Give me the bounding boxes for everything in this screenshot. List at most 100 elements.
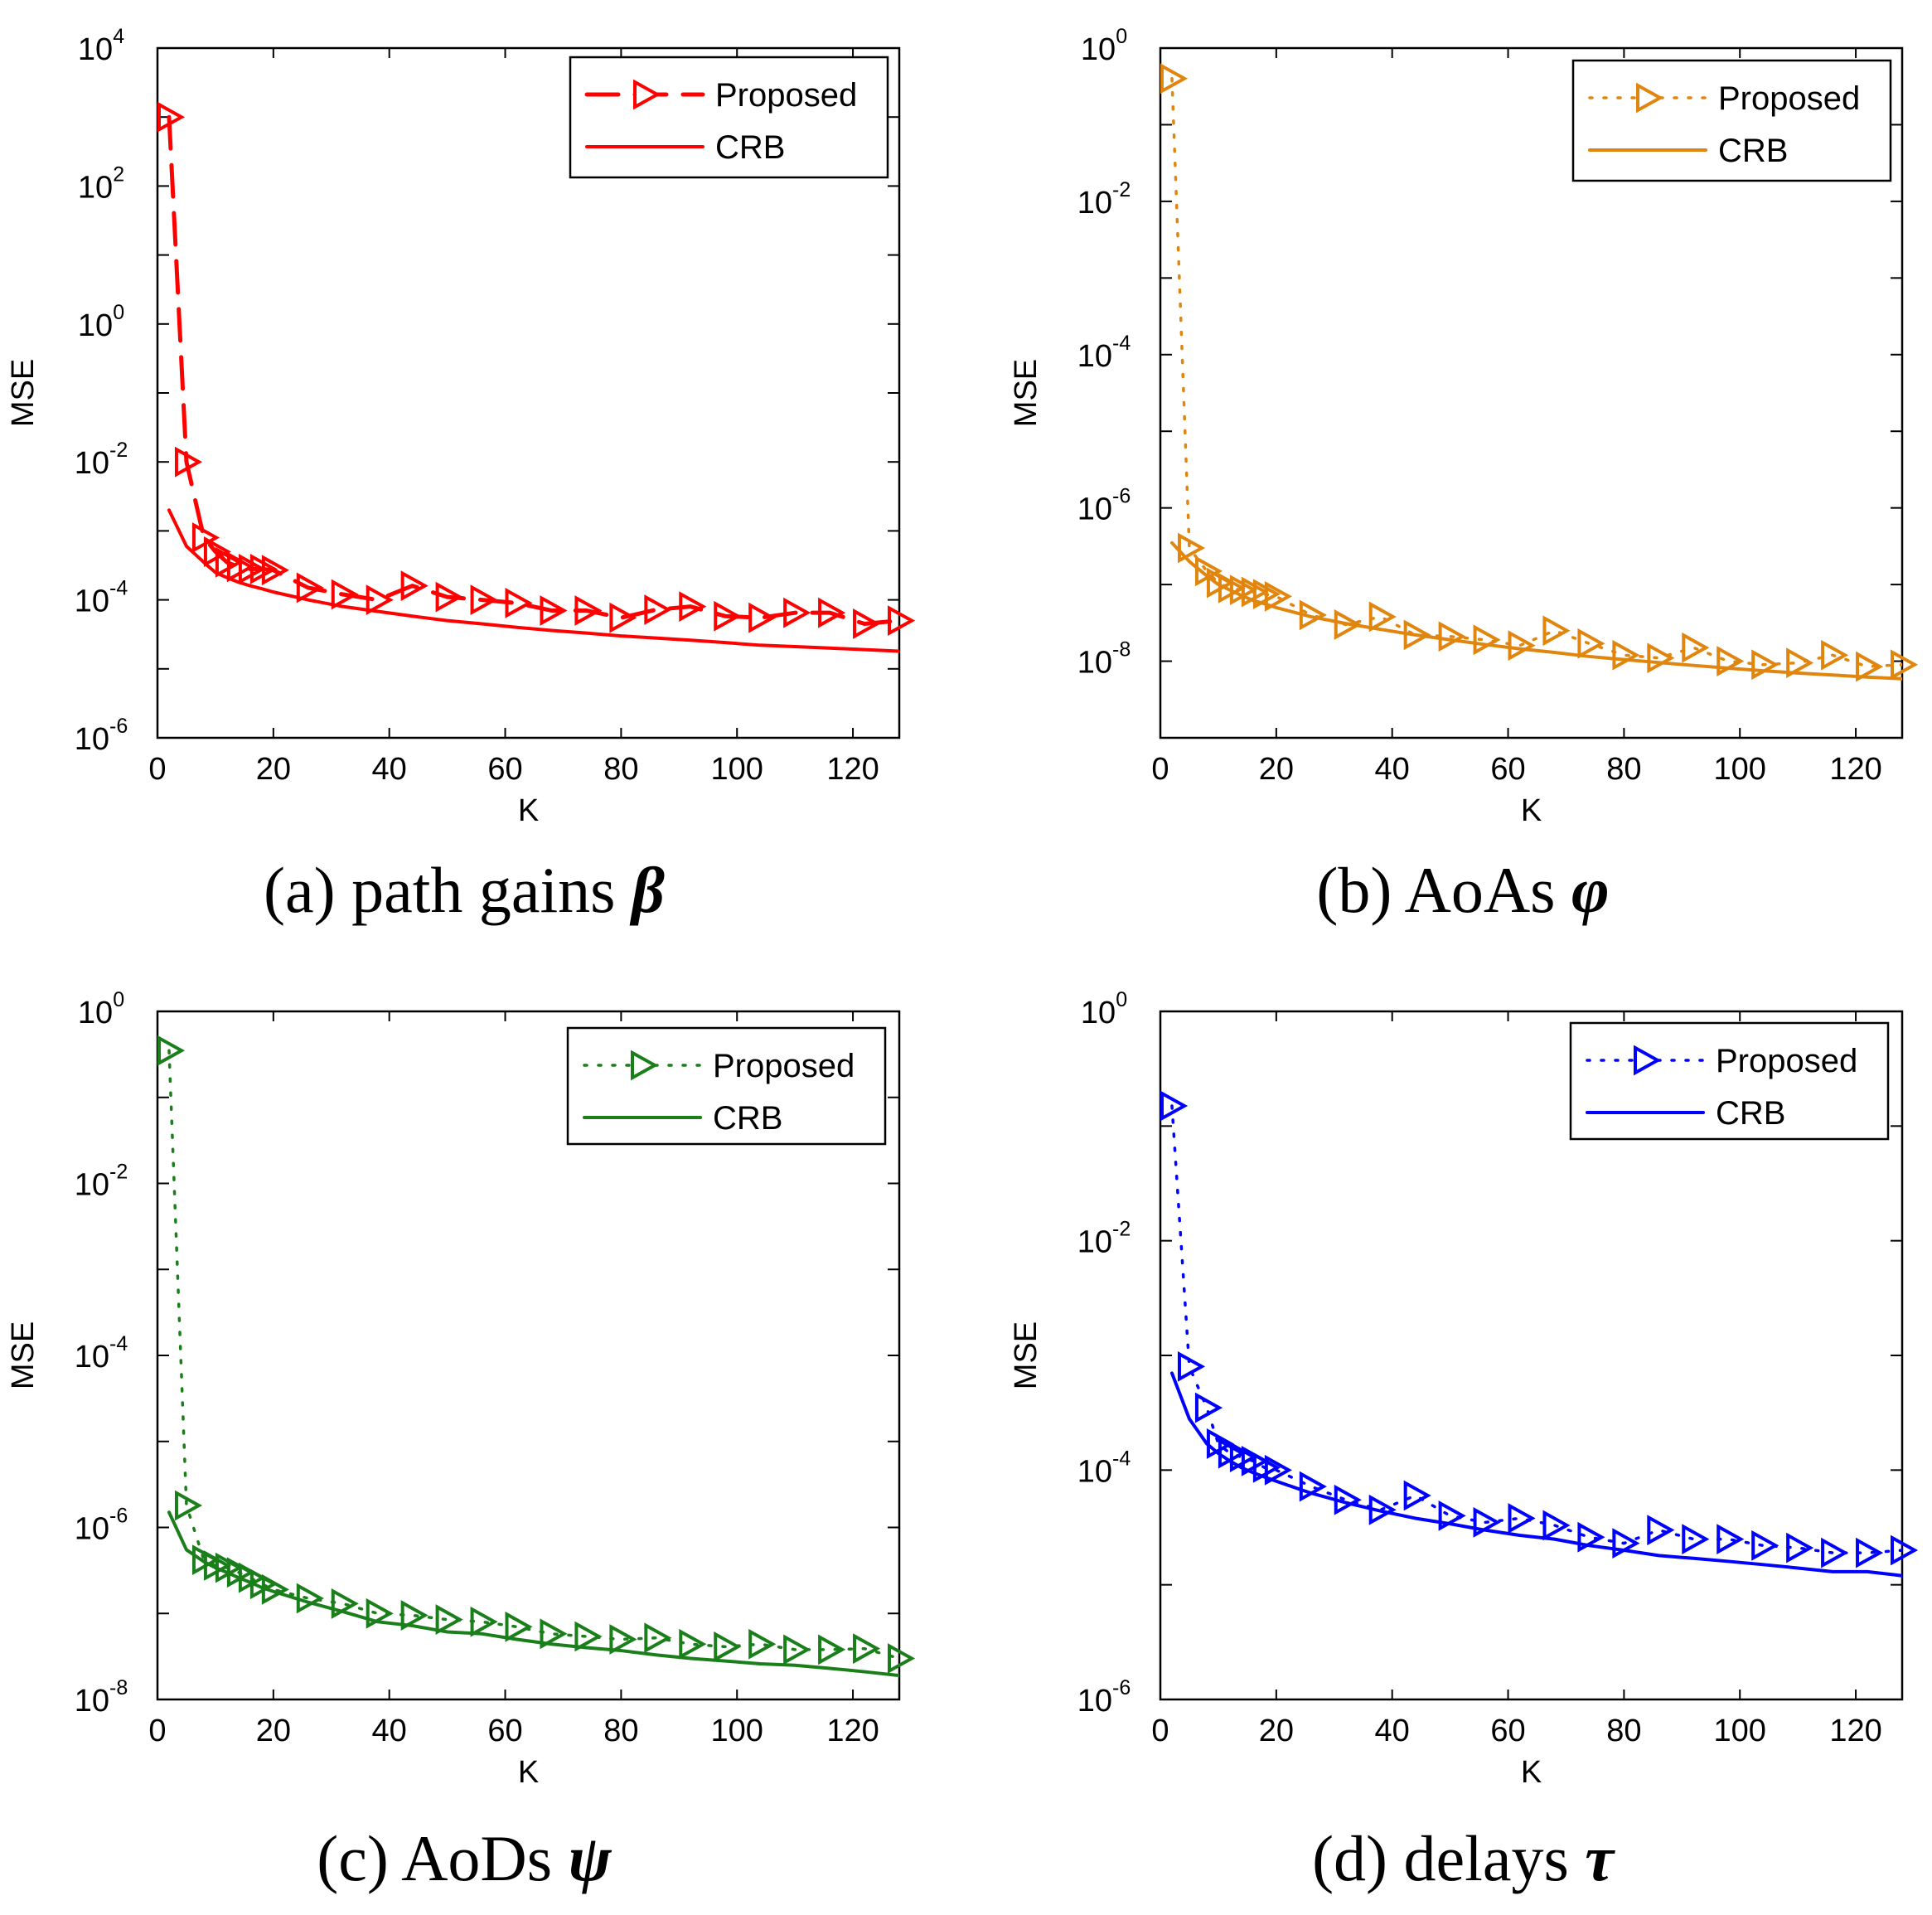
data-point-proposed: [1786, 647, 1814, 679]
data-point-proposed: [609, 1624, 637, 1655]
data-point-proposed: [679, 591, 707, 623]
data-point-proposed: [1542, 615, 1571, 647]
legend-box: [1571, 59, 1892, 182]
data-point-proposed: [1473, 1507, 1501, 1538]
data-point-proposed: [1612, 1528, 1640, 1559]
panel-caption: (c) AoDs ψ: [317, 1822, 612, 1894]
data-point-proposed: [783, 597, 811, 628]
y-tick-label: 100: [1081, 25, 1127, 67]
plot-frame: [1159, 46, 1904, 739]
data-point-proposed: [296, 1583, 324, 1614]
legend-label-proposed: Proposed: [1716, 1043, 1857, 1079]
panel-caption: (b) AoAs φ: [1316, 854, 1609, 926]
y-tick-label: 100: [1081, 988, 1127, 1030]
y-tick-label: 104: [78, 25, 124, 67]
data-point-proposed: [679, 1628, 707, 1660]
legend-marker: [1636, 82, 1664, 114]
y-axis-label: MSE: [6, 1321, 41, 1389]
y-tick-label: 10-8: [75, 1676, 128, 1719]
data-point-proposed: [1542, 1510, 1571, 1541]
data-point-proposed: [1647, 1515, 1675, 1546]
data-point-proposed: [261, 555, 289, 586]
data-point-proposed: [1334, 1484, 1362, 1515]
x-tick-label: 40: [1375, 752, 1410, 787]
data-point-proposed: [1299, 1471, 1327, 1502]
data-point-proposed: [1612, 639, 1640, 671]
chart-panel-d: 0 20 40 60 80 100 120 10-6 10-4 10-2 100 K MSE Propos…: [1009, 988, 1919, 1894]
data-point-proposed: [818, 1634, 846, 1665]
legend-label-proposed: Proposed: [713, 1048, 855, 1084]
data-point-proposed: [1177, 532, 1206, 564]
chart-panel-b: 0 20 40 60 80 100 120 10-8 10-6 10-4 10-2 100 K MSE Pr…: [1009, 25, 1919, 926]
data-point-proposed: [470, 1606, 498, 1637]
data-point-proposed: [1438, 1500, 1466, 1531]
x-tick-label: 20: [1259, 1714, 1294, 1748]
y-tick-label: 10-2: [1077, 178, 1131, 221]
legend: Proposed CRB: [1571, 59, 1892, 182]
x-axis-label: K: [1521, 1755, 1542, 1790]
data-point-proposed: [574, 1621, 603, 1652]
y-tick-label: 10-2: [75, 439, 128, 481]
chart-panel-a: 0 20 40 60 80 100 120 10-6 10-4 10-2 100 102 104 K MSE…: [6, 25, 916, 926]
data-point-proposed: [1160, 63, 1189, 95]
legend-box: [569, 56, 889, 179]
data-point-proposed: [853, 608, 881, 639]
data-point-proposed: [157, 101, 186, 133]
y-axis-label: MSE: [6, 359, 41, 427]
x-tick-label: 120: [826, 1714, 879, 1748]
data-point-proposed: [1368, 601, 1397, 633]
y-tick-label: 100: [78, 988, 124, 1030]
x-tick-label: 80: [603, 1714, 638, 1748]
x-tick-label: 0: [148, 1714, 166, 1748]
data-point-proposed: [505, 588, 533, 618]
data-point-proposed: [1160, 1090, 1189, 1122]
legend-marker: [631, 1050, 659, 1081]
x-tick-label: 20: [1259, 752, 1294, 787]
x-tick-label: 20: [256, 1714, 291, 1748]
data-point-proposed: [714, 600, 742, 632]
x-tick-label: 0: [1151, 752, 1169, 787]
y-axis-label: MSE: [1009, 359, 1043, 427]
x-tick-label: 120: [1829, 752, 1881, 787]
data-point-proposed: [1577, 628, 1605, 659]
data-point-proposed: [470, 584, 498, 615]
data-point-proposed: [1751, 649, 1779, 681]
data-point-proposed: [174, 446, 203, 478]
data-point-proposed: [888, 605, 916, 637]
data-point-proposed: [748, 1628, 777, 1660]
data-point-proposed: [296, 572, 324, 604]
data-point-proposed: [1403, 619, 1431, 651]
y-tick-label: 10-4: [1077, 332, 1131, 374]
data-point-proposed: [644, 594, 672, 625]
data-point-proposed: [540, 1618, 568, 1650]
data-point-proposed: [1577, 1521, 1605, 1553]
legend-label-crb: CRB: [1716, 1095, 1785, 1132]
data-point-proposed: [1264, 581, 1292, 612]
legend: Proposed CRB: [1569, 1021, 1890, 1141]
legend: Proposed CRB: [569, 56, 889, 179]
y-tick-label: 10-6: [75, 1505, 128, 1547]
chart-panel-c: 0 20 40 60 80 100 120 10-8 10-6 10-4 10-2 100 K MSE Pr…: [6, 988, 916, 1894]
x-tick-label: 100: [711, 1714, 763, 1748]
x-tick-label: 60: [487, 1714, 522, 1748]
data-point-proposed: [366, 584, 394, 615]
data-point-proposed: [1647, 642, 1675, 674]
data-point-proposed: [157, 1035, 186, 1066]
data-point-proposed: [1177, 1351, 1206, 1382]
data-point-proposed: [1682, 632, 1710, 663]
data-point-proposed: [331, 579, 359, 610]
data-point-proposed: [1717, 1524, 1745, 1555]
data-point-proposed: [1299, 599, 1327, 631]
data-point-proposed: [1856, 1537, 1884, 1568]
data-point-proposed: [1473, 624, 1501, 656]
data-point-proposed: [1821, 639, 1849, 671]
y-tick-label: 10-4: [75, 577, 128, 619]
data-point-proposed: [1682, 1524, 1710, 1555]
legend-label-crb: CRB: [713, 1100, 782, 1137]
x-tick-label: 60: [487, 752, 522, 787]
y-tick-label: 10-4: [1077, 1447, 1131, 1489]
data-point-proposed: [540, 595, 568, 626]
x-tick-label: 60: [1490, 752, 1525, 787]
x-tick-label: 80: [1606, 1714, 1641, 1748]
